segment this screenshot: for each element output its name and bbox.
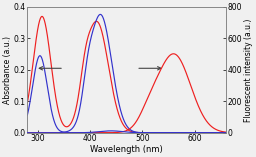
X-axis label: Wavelength (nm): Wavelength (nm) — [90, 145, 163, 154]
Y-axis label: Absorbance (a.u.): Absorbance (a.u.) — [4, 36, 13, 104]
Y-axis label: Fluorescent intensity (a.u.): Fluorescent intensity (a.u.) — [243, 18, 252, 122]
